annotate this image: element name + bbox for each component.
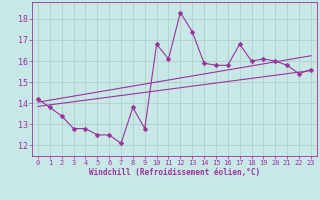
X-axis label: Windchill (Refroidissement éolien,°C): Windchill (Refroidissement éolien,°C) xyxy=(89,168,260,177)
